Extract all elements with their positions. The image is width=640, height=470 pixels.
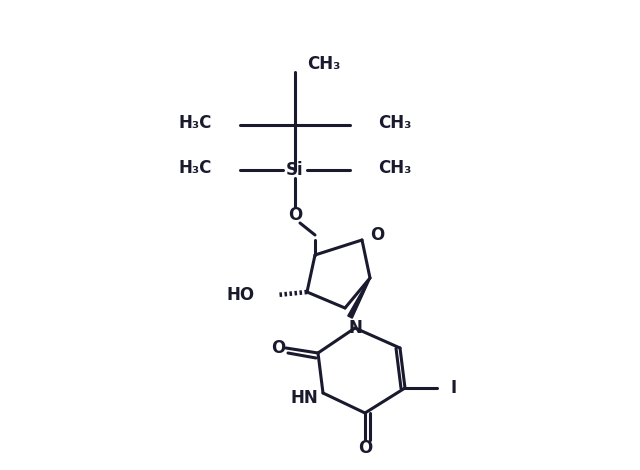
Text: O: O [288,206,302,224]
Text: HN: HN [291,389,318,407]
Text: Si: Si [286,161,304,179]
Text: I: I [450,379,456,397]
Text: H₃C: H₃C [179,114,212,132]
Text: O: O [358,439,372,457]
Text: N: N [348,319,362,337]
Text: CH₃: CH₃ [307,55,340,73]
Text: O: O [370,226,384,244]
Text: O: O [271,339,285,357]
Text: CH₃: CH₃ [378,114,412,132]
Polygon shape [348,278,371,318]
Text: H₃C: H₃C [179,159,212,177]
Text: HO: HO [227,286,255,304]
Text: CH₃: CH₃ [378,159,412,177]
